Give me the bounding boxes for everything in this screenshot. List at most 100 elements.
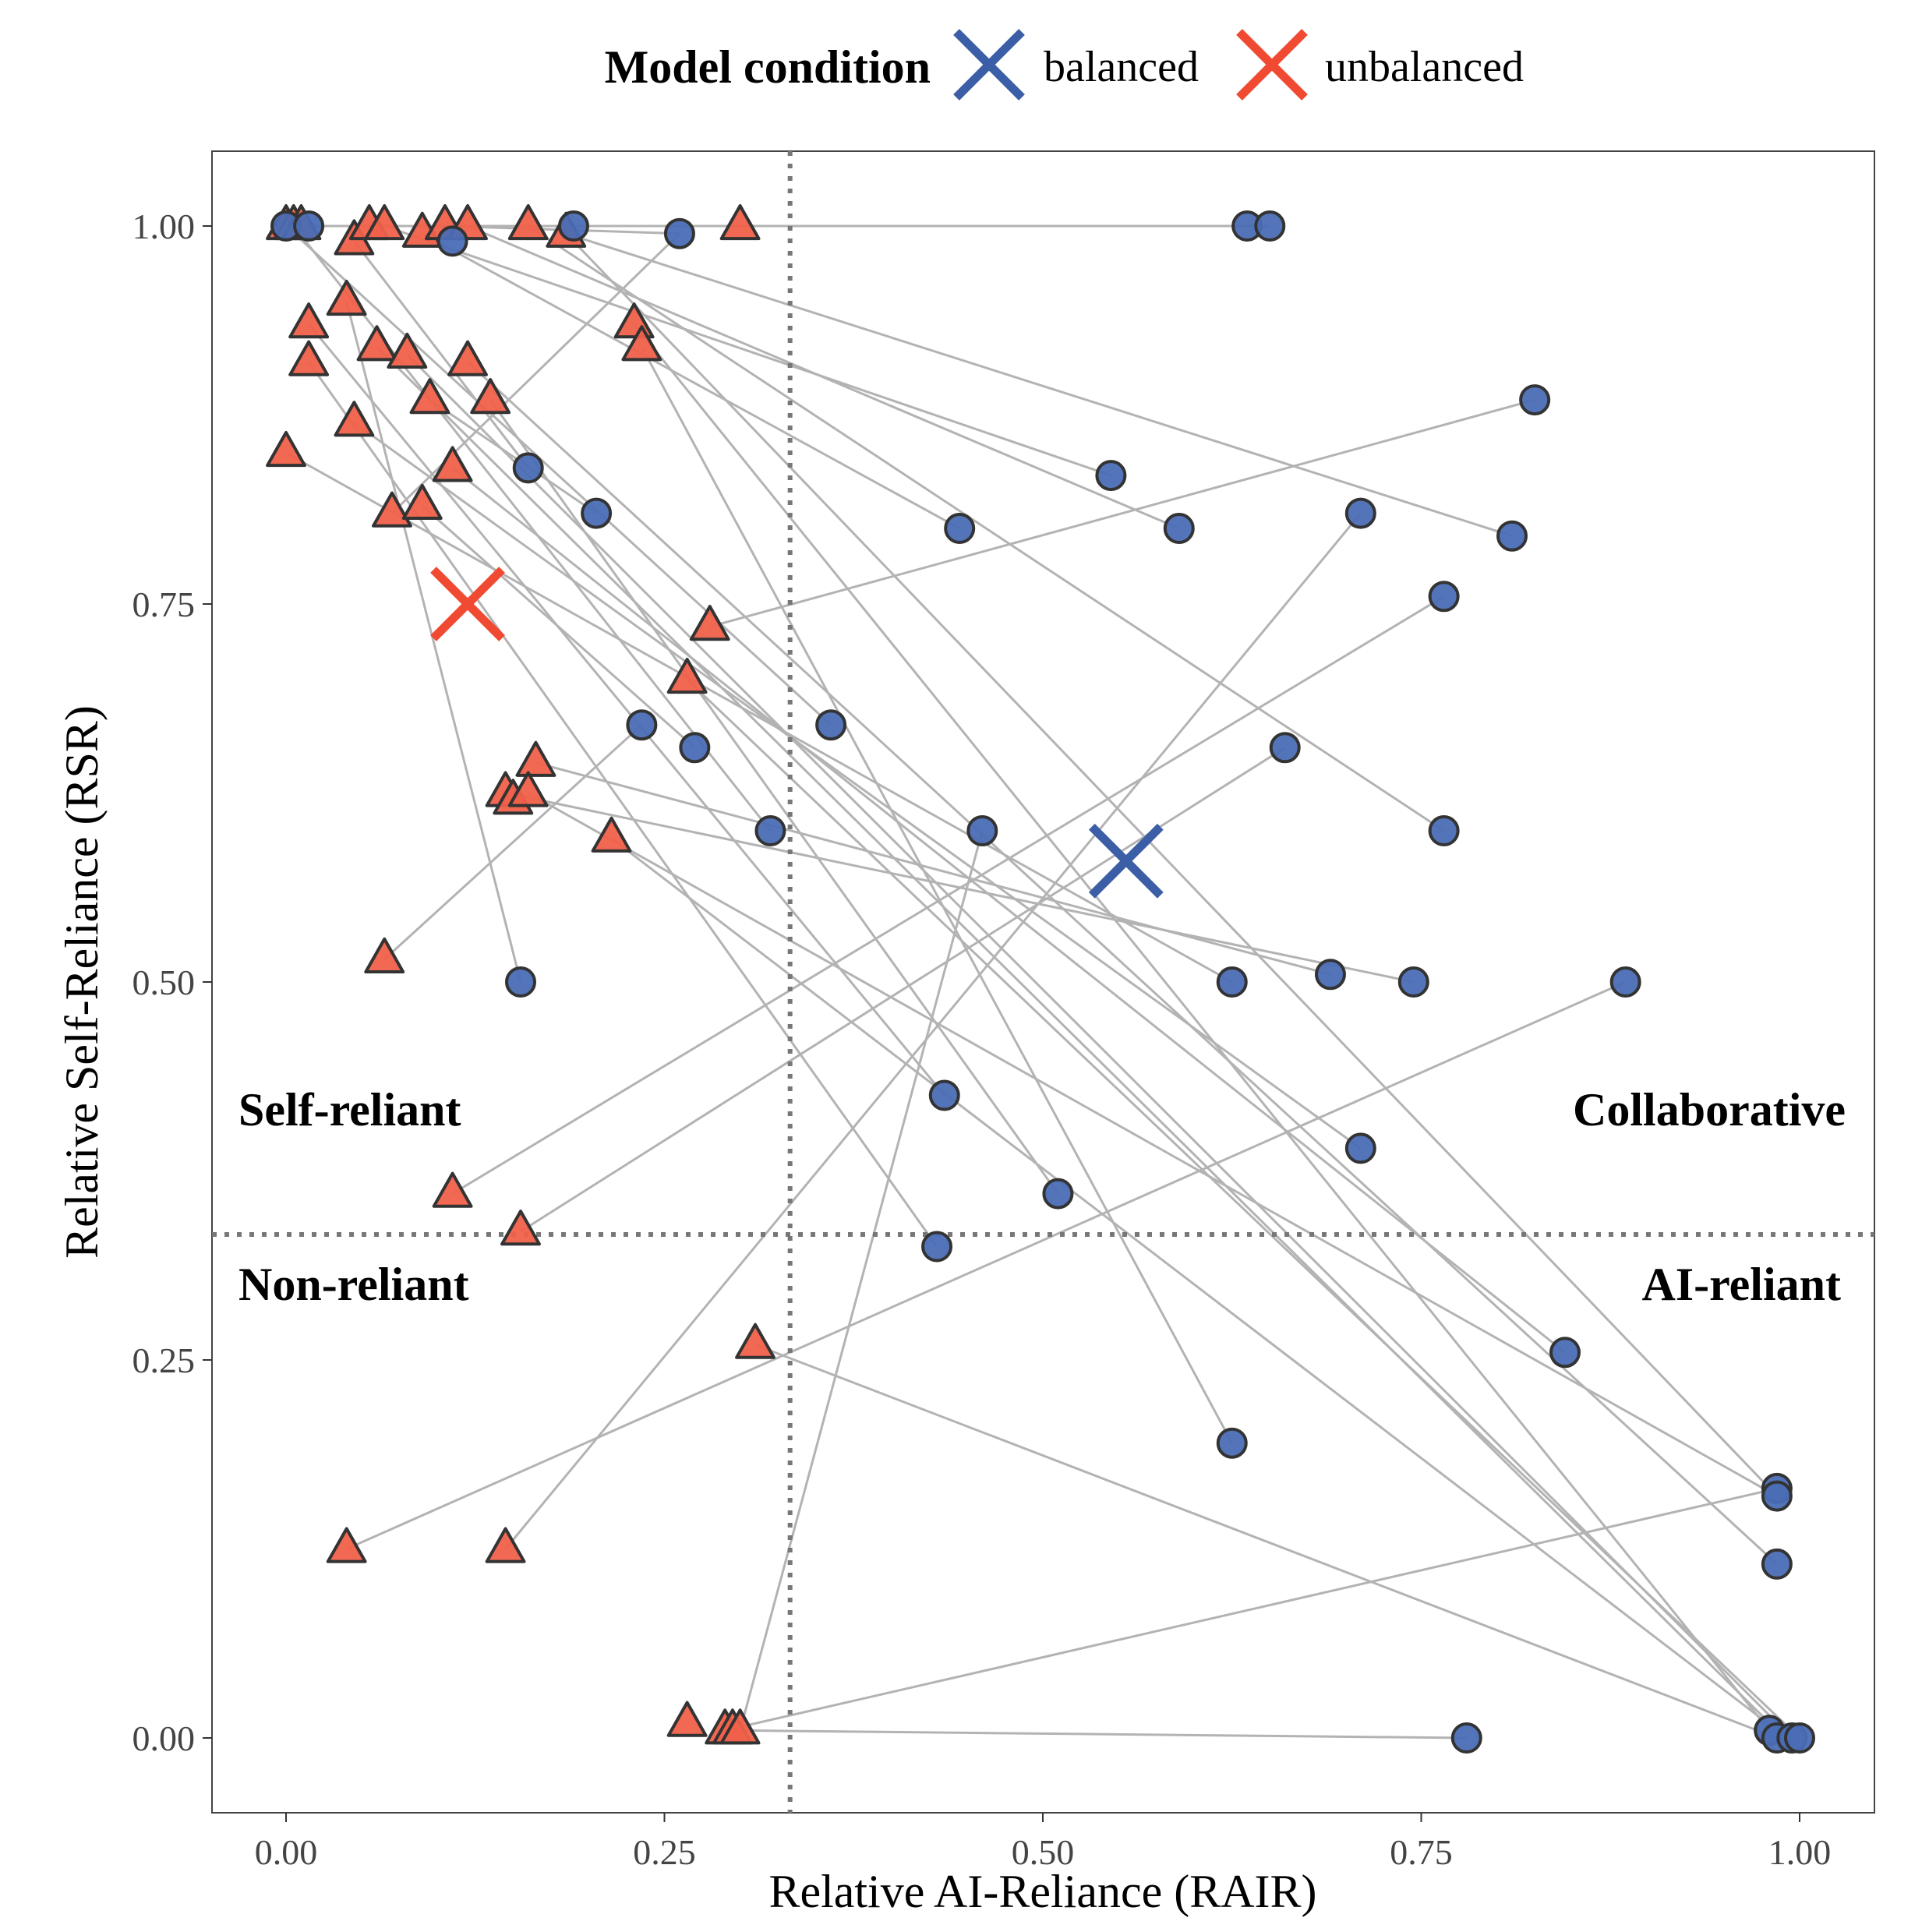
point-unbalanced-27 <box>689 605 730 641</box>
point-unbalanced-12 <box>326 280 367 316</box>
legend-marker-balanced-stroke2 <box>953 29 1025 101</box>
point-unbalanced-5 <box>364 204 405 241</box>
point-unbalanced-26 <box>621 325 662 362</box>
point-balanced-8 <box>512 452 544 484</box>
pair-line-29 <box>535 761 1331 976</box>
point-unbalanced-33 <box>591 816 632 853</box>
legend-title: Model condition <box>605 41 931 93</box>
point-unbalanced-40 <box>666 1701 708 1737</box>
y-tick-label-3: 0.75 <box>132 585 196 624</box>
pair-line-7 <box>467 224 1180 530</box>
pair-lines <box>284 224 1801 1740</box>
point-balanced-4 <box>663 217 695 249</box>
plot-panel <box>211 150 1875 1814</box>
pair-line-36 <box>346 980 1627 1550</box>
point-balanced-27 <box>1609 966 1641 998</box>
pair-line-19 <box>489 399 1059 1195</box>
pair-line-16 <box>406 353 1793 1740</box>
pair-line-3 <box>292 225 772 832</box>
point-balanced-12 <box>1163 513 1195 544</box>
pair-line-26 <box>641 346 1234 1444</box>
quadrant-label-collaborative: Collaborative <box>1573 1084 1846 1136</box>
point-unbalanced-20 <box>334 401 375 437</box>
y-tick-label-2: 0.50 <box>132 962 196 1002</box>
y-axis-label: Relative Self-Reliance (RSR) <box>56 705 108 1259</box>
point-balanced-1 <box>293 210 325 242</box>
point-balanced-2 <box>436 225 468 257</box>
x-axis-label: Relative AI-Reliance (RAIR) <box>768 1866 1316 1917</box>
x-tick-label-4: 1.00 <box>1768 1832 1832 1872</box>
point-balanced-29 <box>1344 1132 1376 1164</box>
x-tick-label-2: 0.50 <box>1012 1832 1075 1872</box>
pair-line-28 <box>686 678 1801 1740</box>
pair-line-18 <box>429 398 597 514</box>
pair-line-37 <box>504 512 1362 1550</box>
pair-line-41 <box>565 232 1778 1497</box>
point-unbalanced-15 <box>356 325 397 362</box>
point-balanced-16 <box>626 709 658 741</box>
pair-line-31 <box>527 792 1778 1497</box>
pair-line-40 <box>732 1729 1467 1740</box>
y-tick-label-1: 0.25 <box>132 1340 196 1380</box>
point-balanced-36 <box>1761 1548 1793 1580</box>
pair-line-15 <box>376 346 1778 1732</box>
pair-line-2 <box>284 224 832 726</box>
pair-line-35 <box>754 1344 1778 1740</box>
point-balanced-10 <box>581 497 613 529</box>
legend-label-unbalanced: unbalanced <box>1325 43 1524 91</box>
mean-markers <box>430 567 1164 899</box>
mean-marker-unbalanced-stroke2 <box>430 567 505 641</box>
point-unbalanced-37 <box>735 1323 775 1359</box>
point-unbalanced-19 <box>470 378 511 415</box>
pair-line-6 <box>422 232 960 530</box>
point-balanced-26 <box>1397 966 1429 998</box>
point-balanced-28 <box>928 1079 960 1111</box>
point-unbalanced-28 <box>666 658 708 694</box>
pair-line-12 <box>345 301 522 983</box>
point-balanced-6 <box>1254 210 1286 242</box>
point-balanced-32 <box>1549 1337 1581 1369</box>
point-balanced-7 <box>1519 384 1551 416</box>
point-unbalanced-35 <box>432 1171 473 1208</box>
point-balanced-18 <box>679 732 711 764</box>
pair-line-33 <box>451 595 1445 1195</box>
y-tick-label-0: 0.00 <box>132 1718 196 1758</box>
pair-line-25 <box>633 323 1771 1732</box>
point-unbalanced-34 <box>364 937 405 974</box>
point-balanced-13 <box>1344 497 1376 529</box>
threshold-lines <box>212 151 1874 1813</box>
point-unbalanced-13 <box>288 302 330 339</box>
pair-line-32 <box>383 724 643 961</box>
point-balanced-3 <box>557 210 589 242</box>
pair-line-24 <box>421 504 696 749</box>
point-unbalanced-24 <box>401 483 443 521</box>
quadrant-label-ai-reliant: AI-reliant <box>1641 1259 1841 1310</box>
quadrant-label-self-reliant: Self-reliant <box>238 1084 461 1136</box>
legend: Model condition balanced unbalanced <box>605 29 1524 101</box>
point-unbalanced-9 <box>507 204 549 241</box>
point-unbalanced-39 <box>485 1527 526 1563</box>
point-unbalanced-18 <box>409 378 450 415</box>
point-balanced-9 <box>1095 460 1127 492</box>
pair-line-8 <box>565 232 1513 538</box>
point-balanced-14 <box>1496 520 1528 552</box>
x-tick-label-1: 0.25 <box>633 1832 696 1872</box>
point-balanced-15 <box>1428 581 1460 613</box>
point-unbalanced-36 <box>500 1210 541 1246</box>
point-balanced-23 <box>505 966 537 998</box>
quadrant-label-non-reliant: Non-reliant <box>238 1259 469 1310</box>
pair-line-27 <box>709 398 1535 628</box>
point-balanced-33 <box>1216 1427 1248 1459</box>
pair-line-42 <box>610 837 1778 1732</box>
point-unbalanced-22 <box>432 446 473 482</box>
point-balanced-11 <box>944 513 976 544</box>
pair-line-23 <box>390 232 680 514</box>
pair-line-5 <box>383 224 1111 477</box>
point-balanced-35 <box>1761 1480 1793 1512</box>
point-balanced-30 <box>1042 1178 1074 1210</box>
legend-item-balanced: balanced <box>953 29 1199 101</box>
y-tick-label-4: 1.00 <box>132 207 196 246</box>
pair-line-21 <box>285 451 1233 984</box>
point-balanced-25 <box>1314 959 1346 991</box>
point-balanced-37 <box>1450 1722 1482 1754</box>
